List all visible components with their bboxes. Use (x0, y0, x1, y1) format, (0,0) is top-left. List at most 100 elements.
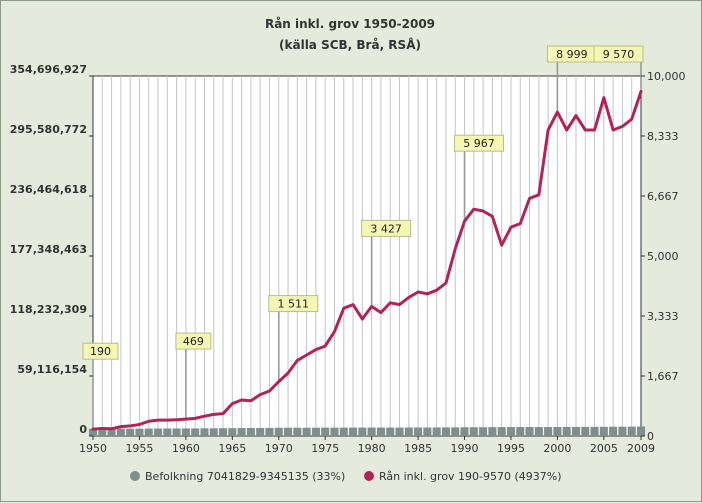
callout-label: 3 427 (370, 222, 402, 235)
y-right-tick-label: 0 (647, 430, 654, 443)
callout-label: 1 511 (278, 298, 310, 311)
population-bar (506, 427, 516, 436)
y-left-tick-label: 354,696,927 (10, 63, 87, 76)
population-bar (191, 428, 200, 436)
y-left-tick-label: 236,464,618 (10, 183, 87, 196)
x-tick-label: 1955 (125, 442, 153, 455)
population-bar (534, 427, 543, 436)
x-tick-label: 1980 (358, 442, 386, 455)
population-bar (553, 426, 562, 436)
population-bar (516, 427, 525, 436)
population-bar (200, 428, 209, 436)
population-bar (228, 428, 237, 436)
callout-box (361, 219, 412, 237)
robbery-line-layer (91, 89, 643, 431)
population-bar (525, 427, 534, 436)
y-left-tick-label: 59,116,154 (17, 363, 87, 376)
legend-population: Befolkning 7041829-9345135 (33%) (145, 470, 345, 483)
population-bar (636, 426, 646, 436)
legend-robbery: Rån inkl. grov 190-9570 (4937%) (379, 470, 562, 483)
population-bar (163, 428, 172, 436)
y-left-tick-label: 118,232,309 (10, 303, 87, 316)
population-bar (349, 427, 358, 436)
population-bar (181, 428, 190, 436)
callout-label: 190 (90, 345, 111, 358)
population-bar (330, 427, 339, 436)
legend: Befolkning 7041829-9345135 (33%) Rån ink… (130, 470, 562, 483)
population-bar (581, 426, 590, 436)
x-tick-label: 2000 (543, 442, 571, 455)
population-bar (599, 426, 608, 436)
population-bar (98, 428, 107, 436)
callout-box (454, 134, 504, 152)
x-tick-label: 1985 (404, 442, 432, 455)
population-bar (284, 427, 293, 436)
population-bar (414, 427, 423, 436)
population-bar (376, 427, 385, 436)
x-tick-label: 2005 (590, 442, 618, 455)
y-right-tick-label: 5,000 (647, 250, 679, 263)
population-bar (497, 427, 506, 436)
population-bar (209, 428, 218, 436)
y-right-tick-label: 3,333 (647, 310, 679, 323)
y-right-tick-label: 8,333 (647, 130, 679, 143)
x-axis: 1950 1955 1960 1965 1970 1975 1980 1985 1990 1995… (79, 436, 655, 455)
x-tick-label: 1960 (172, 442, 200, 455)
population-bar (590, 426, 599, 436)
population-bar (88, 428, 98, 436)
population-bar (627, 426, 636, 436)
x-tick-label: 1965 (218, 442, 246, 455)
legend-swatch-population (130, 471, 140, 481)
x-tick-label: 1970 (265, 442, 293, 455)
population-bar (237, 428, 246, 436)
callouts: 190 469 1 511 3 427 5 967 8 999 9 570 (82, 45, 644, 430)
robbery-line (91, 89, 643, 431)
population-bar (339, 427, 348, 436)
population-bar (488, 427, 497, 436)
y-left-tick-label: 0 (79, 423, 87, 436)
population-bar (265, 427, 274, 436)
population-bar (311, 427, 320, 436)
population-bar (144, 428, 153, 436)
callout-label: 9 570 (603, 48, 635, 61)
legend-swatch-robbery (364, 471, 374, 481)
callout-box (593, 45, 644, 63)
population-bar (469, 427, 478, 436)
population-bar (451, 427, 460, 436)
callout-box (82, 342, 119, 360)
y-right-tick-label: 6,667 (647, 190, 679, 203)
population-bar (172, 428, 181, 436)
population-bar (293, 427, 302, 436)
grid-lines (101, 76, 633, 436)
population-bar (107, 428, 116, 436)
y-left-tick-label: 295,580,772 (10, 123, 87, 136)
population-bar (441, 427, 450, 436)
population-bar (321, 427, 330, 436)
population-bar (274, 427, 283, 436)
population-bar (386, 427, 395, 436)
population-bar (218, 428, 228, 436)
population-bar (246, 428, 255, 436)
callout-label: 5 967 (463, 137, 495, 150)
population-bar (404, 427, 413, 436)
population-bar (571, 426, 581, 436)
population-bars (88, 426, 646, 436)
population-bar (135, 428, 144, 436)
population-bar (562, 426, 571, 436)
y-axis-left: 0 59,116,154 118,232,309 177,348,463 236,464… (10, 63, 93, 437)
x-tick-label: 1995 (497, 442, 525, 455)
population-bar (395, 427, 404, 436)
population-bar (358, 427, 367, 436)
population-bar (479, 427, 488, 436)
y-right-tick-label: 10,000 (647, 70, 686, 83)
callout-box (175, 332, 212, 350)
population-bar (367, 427, 376, 436)
x-tick-label: 1950 (79, 442, 107, 455)
population-bar (544, 427, 553, 436)
chart-subtitle: (källa SCB, Brå, RSÅ) (279, 37, 421, 52)
x-tick-label: 1975 (311, 442, 339, 455)
y-right-tick-label: 1,667 (647, 370, 679, 383)
population-bar (423, 427, 432, 436)
plot-area (92, 75, 642, 437)
